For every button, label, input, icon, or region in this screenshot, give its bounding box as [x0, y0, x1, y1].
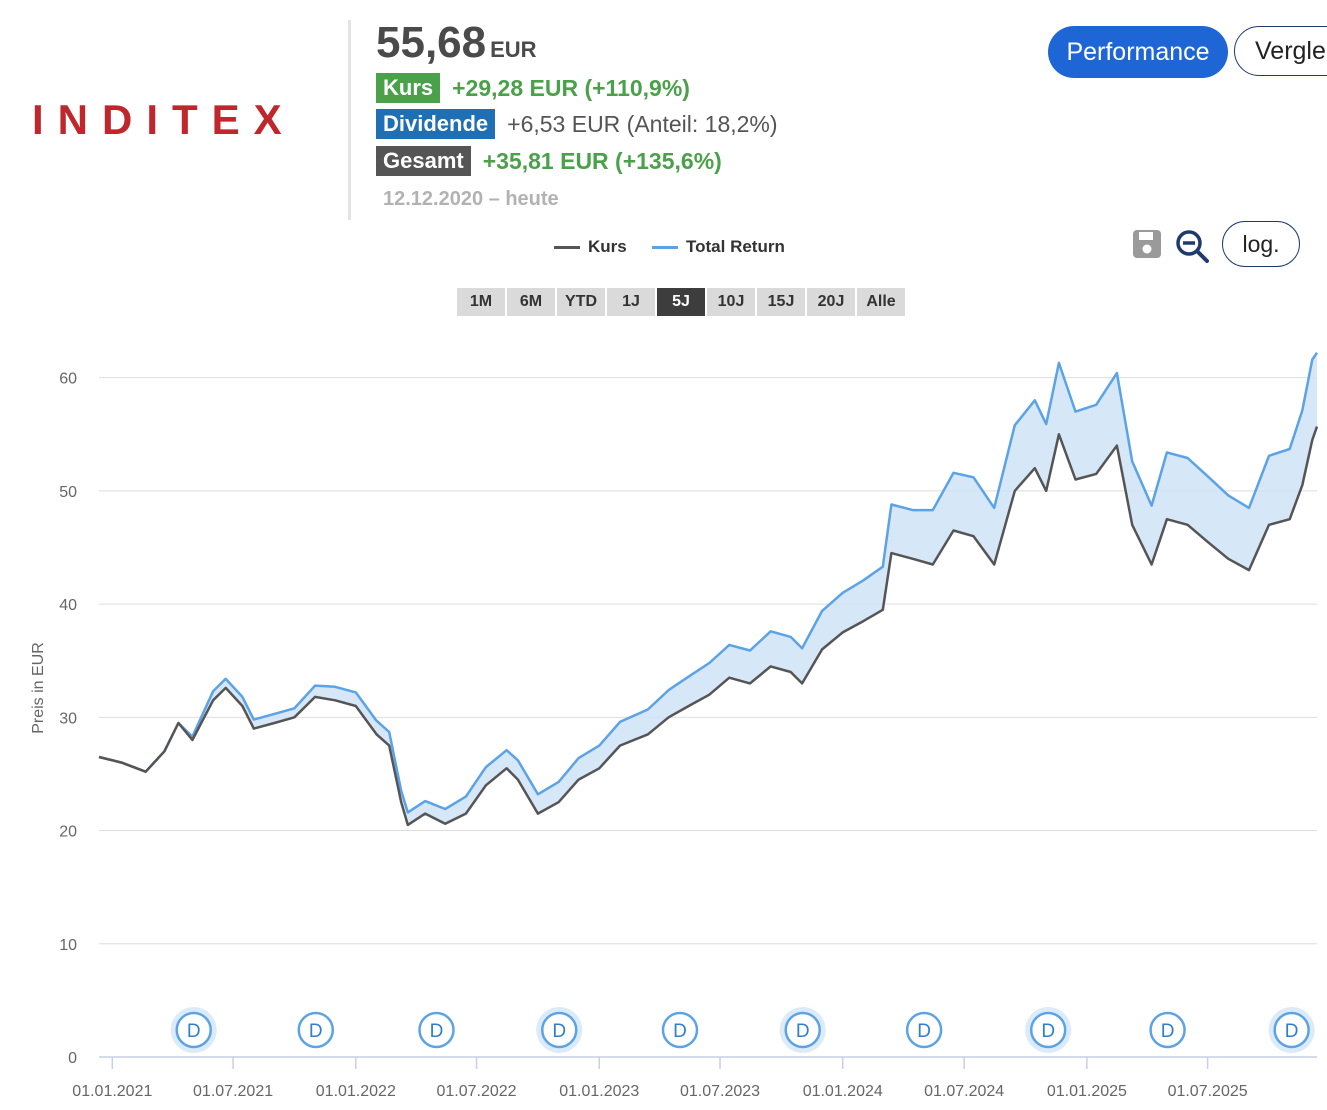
- y-tick-label: 60: [59, 371, 77, 388]
- y-tick-label: 30: [59, 710, 77, 727]
- dividend-marker: [297, 1011, 335, 1049]
- dividend-marker: [541, 1011, 578, 1049]
- dividend-marker-label: D: [1285, 1021, 1299, 1042]
- x-tick-label: 01.01.2025: [1047, 1083, 1127, 1100]
- legend-kurs-label: Kurs: [588, 237, 627, 256]
- legend-kurs[interactable]: Kurs: [554, 236, 627, 258]
- dividend-marker-label: D: [430, 1021, 444, 1042]
- legend-total-return-label: Total Return: [686, 237, 785, 256]
- header-divider: [348, 20, 351, 220]
- company-logo: INDITEX: [32, 96, 296, 143]
- dividende-row: Dividende +6,53 EUR (Anteil: 18,2%): [376, 108, 778, 140]
- range-button-1j[interactable]: 1J: [607, 288, 655, 316]
- dividend-marker: [784, 1011, 821, 1049]
- x-tick-label: 01.07.2024: [924, 1083, 1004, 1100]
- range-button-10j[interactable]: 10J: [707, 288, 755, 316]
- compare-button[interactable]: Vergleich: [1234, 26, 1327, 76]
- range-button-5j[interactable]: 5J: [657, 288, 705, 316]
- price-unit: EUR: [490, 37, 537, 62]
- dividend-marker-label: D: [187, 1021, 201, 1042]
- legend-total-return-swatch: [652, 245, 678, 249]
- dividend-marker-label: D: [309, 1021, 323, 1042]
- x-tick-label: 01.07.2025: [1168, 1083, 1248, 1100]
- dividend-marker: [905, 1011, 943, 1049]
- x-tick-label: 01.01.2024: [803, 1083, 883, 1100]
- gesamt-value: +35,81 EUR (+135,6%): [482, 147, 722, 174]
- dividend-marker-label: D: [917, 1021, 931, 1042]
- x-tick-label: 01.01.2022: [316, 1083, 396, 1100]
- dividende-tag: Dividende: [376, 109, 496, 139]
- zoom-out-icon[interactable]: [1174, 228, 1210, 264]
- dividend-marker: [1149, 1011, 1186, 1049]
- log-scale-button[interactable]: log.: [1222, 221, 1300, 267]
- x-tick-label: 01.07.2022: [437, 1083, 517, 1100]
- range-button-20j[interactable]: 20J: [807, 288, 855, 316]
- dividend-area: [99, 352, 1317, 825]
- dividend-marker: [1029, 1011, 1067, 1049]
- kurs-row: Kurs +29,28 EUR (+110,9%): [376, 72, 690, 104]
- range-button-ytd[interactable]: YTD: [557, 288, 605, 316]
- price-value: 55,68: [376, 18, 487, 67]
- dividend-marker-label: D: [1161, 1021, 1175, 1042]
- x-tick-label: 01.01.2023: [559, 1083, 639, 1100]
- dividend-marker-label: D: [796, 1021, 810, 1042]
- range-button-15j[interactable]: 15J: [757, 288, 805, 316]
- current-price: 55,68 EUR: [376, 18, 537, 68]
- dividend-marker: [1273, 1011, 1310, 1049]
- period-label: 12.12.2020 – heute: [383, 188, 559, 210]
- y-tick-label: 10: [59, 937, 77, 954]
- legend-total-return[interactable]: Total Return: [652, 236, 785, 258]
- dividend-marker: [661, 1011, 699, 1049]
- kurs-value: +29,28 EUR (+110,9%): [452, 74, 690, 101]
- y-tick-label: 20: [59, 824, 77, 841]
- y-axis-title: Preis in EUR: [30, 642, 47, 734]
- kurs-line: [98, 426, 1319, 827]
- legend-kurs-swatch: [554, 245, 580, 249]
- range-button-alle[interactable]: Alle: [857, 288, 905, 316]
- performance-button[interactable]: Performance: [1048, 26, 1228, 78]
- range-selector: 1M 6M YTD 1J 5J 10J 15J 20J Alle: [457, 288, 905, 316]
- x-tick-label: 01.01.2021: [72, 1083, 152, 1100]
- dividend-marker-label: D: [552, 1021, 566, 1042]
- y-tick-label: 50: [59, 484, 77, 501]
- dividende-value: +6,53 EUR (Anteil: 18,2%): [507, 110, 778, 137]
- gesamt-tag: Gesamt: [376, 146, 471, 176]
- y-tick-label: 0: [68, 1050, 77, 1067]
- range-button-6m[interactable]: 6M: [507, 288, 555, 316]
- dividend-marker-label: D: [673, 1021, 687, 1042]
- save-icon[interactable]: [1132, 229, 1162, 259]
- x-tick-label: 01.07.2023: [680, 1083, 760, 1100]
- dividend-marker-label: D: [1041, 1021, 1055, 1042]
- gesamt-row: Gesamt +35,81 EUR (+135,6%): [376, 145, 722, 177]
- y-tick-label: 40: [59, 597, 77, 614]
- range-button-1m[interactable]: 1M: [457, 288, 505, 316]
- x-tick-label: 01.07.2021: [193, 1083, 273, 1100]
- total-return-line: [98, 351, 1319, 814]
- kurs-tag: Kurs: [376, 73, 441, 103]
- dividend-marker: [418, 1011, 455, 1049]
- dividend-marker: [175, 1011, 212, 1049]
